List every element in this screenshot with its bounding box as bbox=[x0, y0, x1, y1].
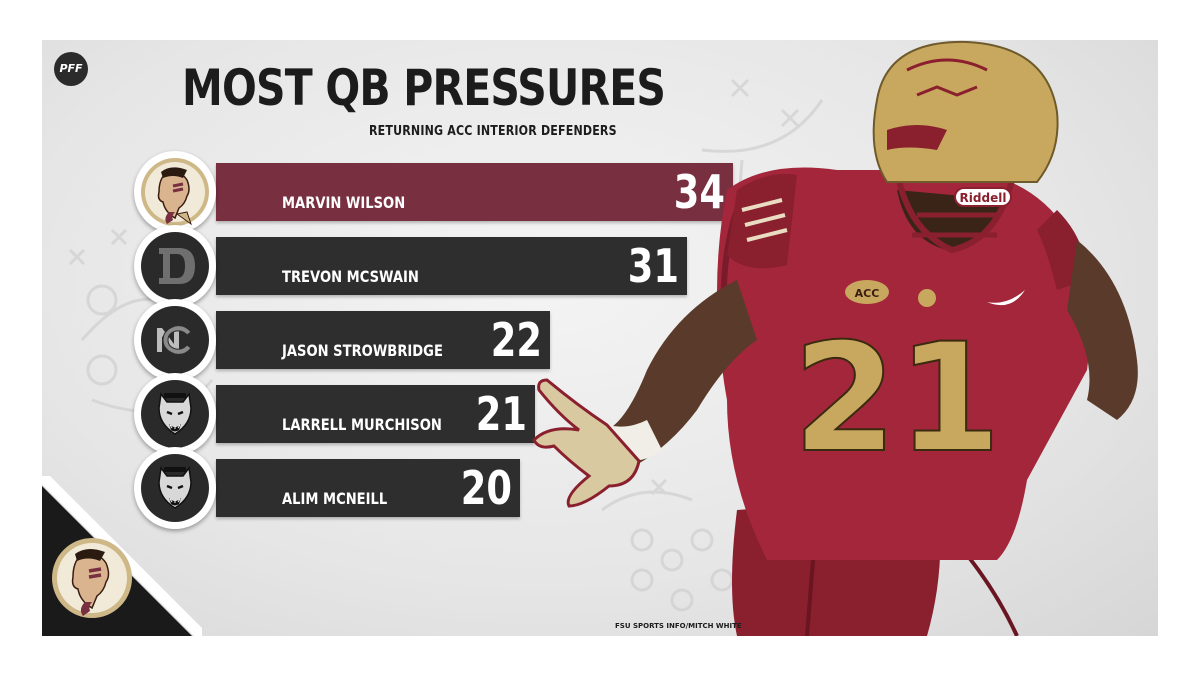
bar-row: MARVIN WILSON 34 bbox=[216, 163, 733, 221]
bar-value: 20 bbox=[460, 461, 512, 515]
chart-title: MOST QB PRESSURES bbox=[182, 59, 666, 117]
unc-nc-logo-icon bbox=[134, 299, 216, 381]
bar-row: ALIM MCNEILL 20 bbox=[216, 459, 520, 517]
nc-state-wolf-logo-icon bbox=[134, 447, 216, 529]
acc-patch: ACC bbox=[855, 287, 880, 300]
helmet-brand: Riddell bbox=[960, 191, 1007, 205]
chart-subtitle: RETURNING ACC INTERIOR DEFENDERS bbox=[369, 124, 617, 139]
bar-value: 31 bbox=[627, 239, 680, 293]
fsu-player-photo: 21 ACC Riddell bbox=[532, 40, 1138, 636]
fsu-seminole-logo-icon bbox=[134, 151, 216, 233]
graphic-canvas: PFF MOST QB PRESSURES RETURNING ACC INTE… bbox=[42, 40, 1158, 636]
fsu-corner-logo-icon bbox=[42, 476, 202, 636]
bar-label: TREVON MCSWAIN bbox=[282, 267, 419, 286]
bar-value: 21 bbox=[475, 387, 528, 441]
jersey-number: 21 bbox=[793, 312, 1002, 486]
bar-label: JASON STROWBRIDGE bbox=[282, 341, 443, 360]
pff-logo: PFF bbox=[54, 52, 88, 86]
bar-row: TREVON MCSWAIN 31 bbox=[216, 237, 688, 295]
duke-d-logo-icon bbox=[134, 225, 216, 307]
bar-value: 34 bbox=[673, 165, 725, 219]
bar-row: JASON STROWBRIDGE 22 bbox=[216, 311, 551, 369]
bar-value: 22 bbox=[491, 313, 543, 367]
photo-credit: FSU SPORTS INFO/MITCH WHITE bbox=[615, 622, 742, 630]
bar-label: LARRELL MURCHISON bbox=[282, 415, 442, 434]
bar-row: LARRELL MURCHISON 21 bbox=[216, 385, 536, 443]
bar-label: MARVIN WILSON bbox=[282, 193, 406, 212]
bar-label: ALIM MCNEILL bbox=[282, 489, 388, 508]
nc-state-wolf-logo-icon bbox=[134, 373, 216, 455]
